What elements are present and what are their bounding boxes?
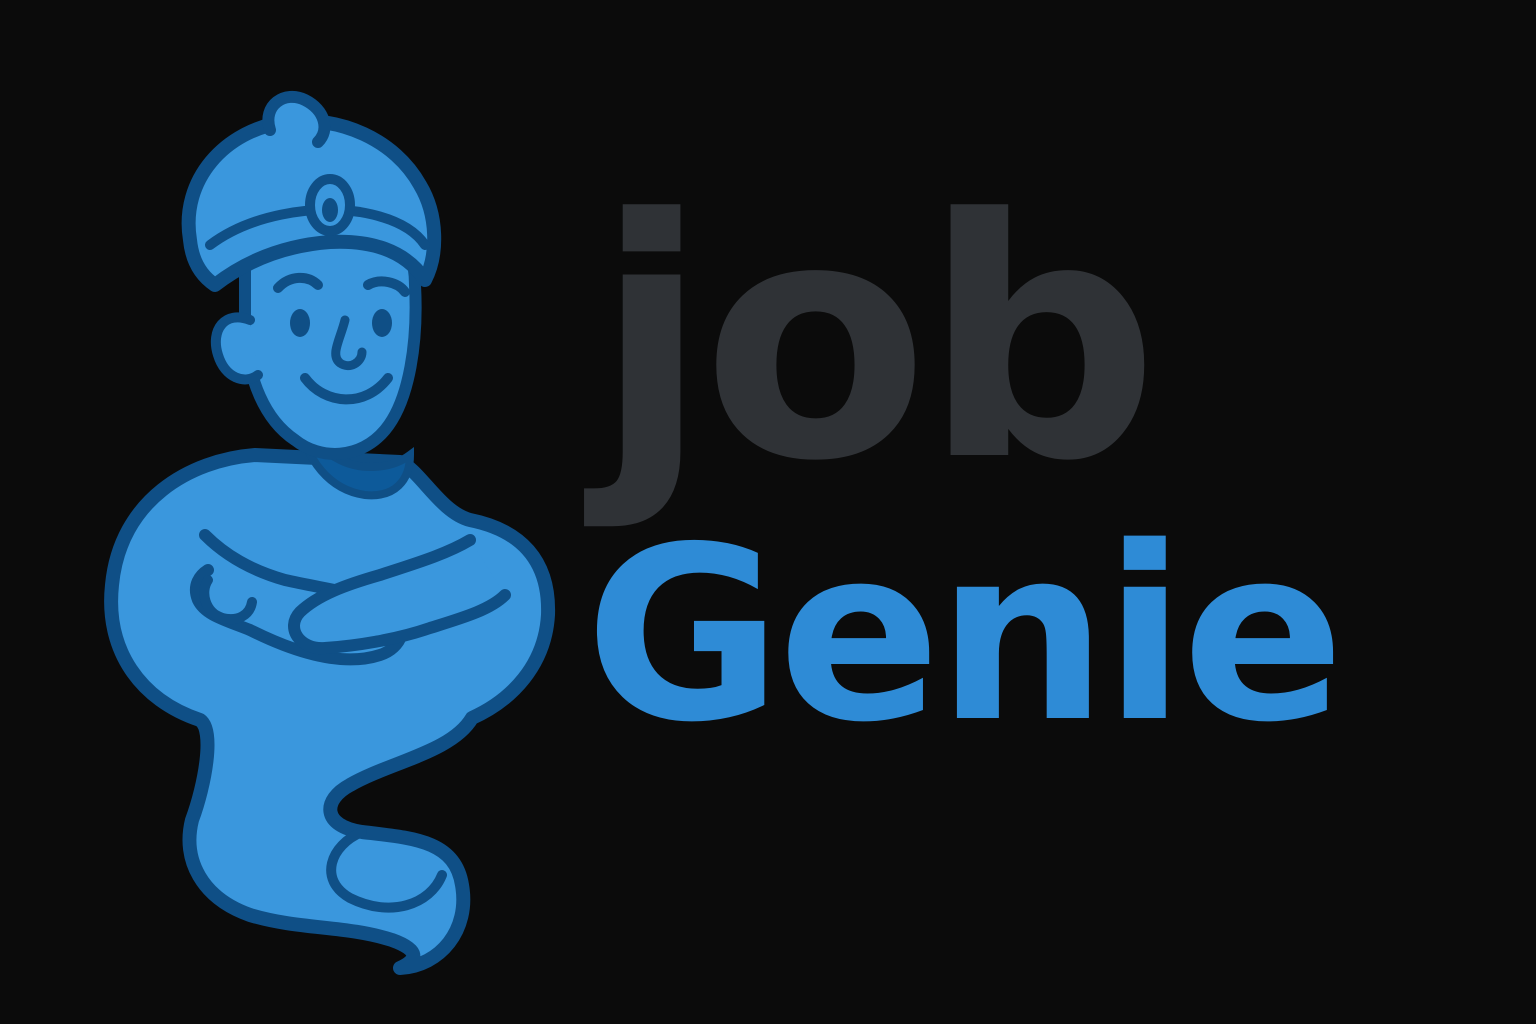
genie-fist xyxy=(199,575,257,625)
genie-turban-knot xyxy=(262,90,331,148)
genie-jewel-center xyxy=(322,198,338,222)
genie-left-eye xyxy=(290,309,310,337)
genie-smile xyxy=(300,373,393,405)
genie-right-arm xyxy=(288,534,511,655)
genie-left-eyebrow xyxy=(273,272,323,293)
genie-ear xyxy=(210,312,263,385)
genie-nose xyxy=(331,315,367,371)
genie-right-eyebrow xyxy=(363,276,410,297)
genie-tail-curl xyxy=(326,827,447,913)
genie-right-eye xyxy=(372,309,392,337)
wordmark-genie: Genie xyxy=(585,495,1341,775)
wordmark-job: job xyxy=(580,149,1154,533)
